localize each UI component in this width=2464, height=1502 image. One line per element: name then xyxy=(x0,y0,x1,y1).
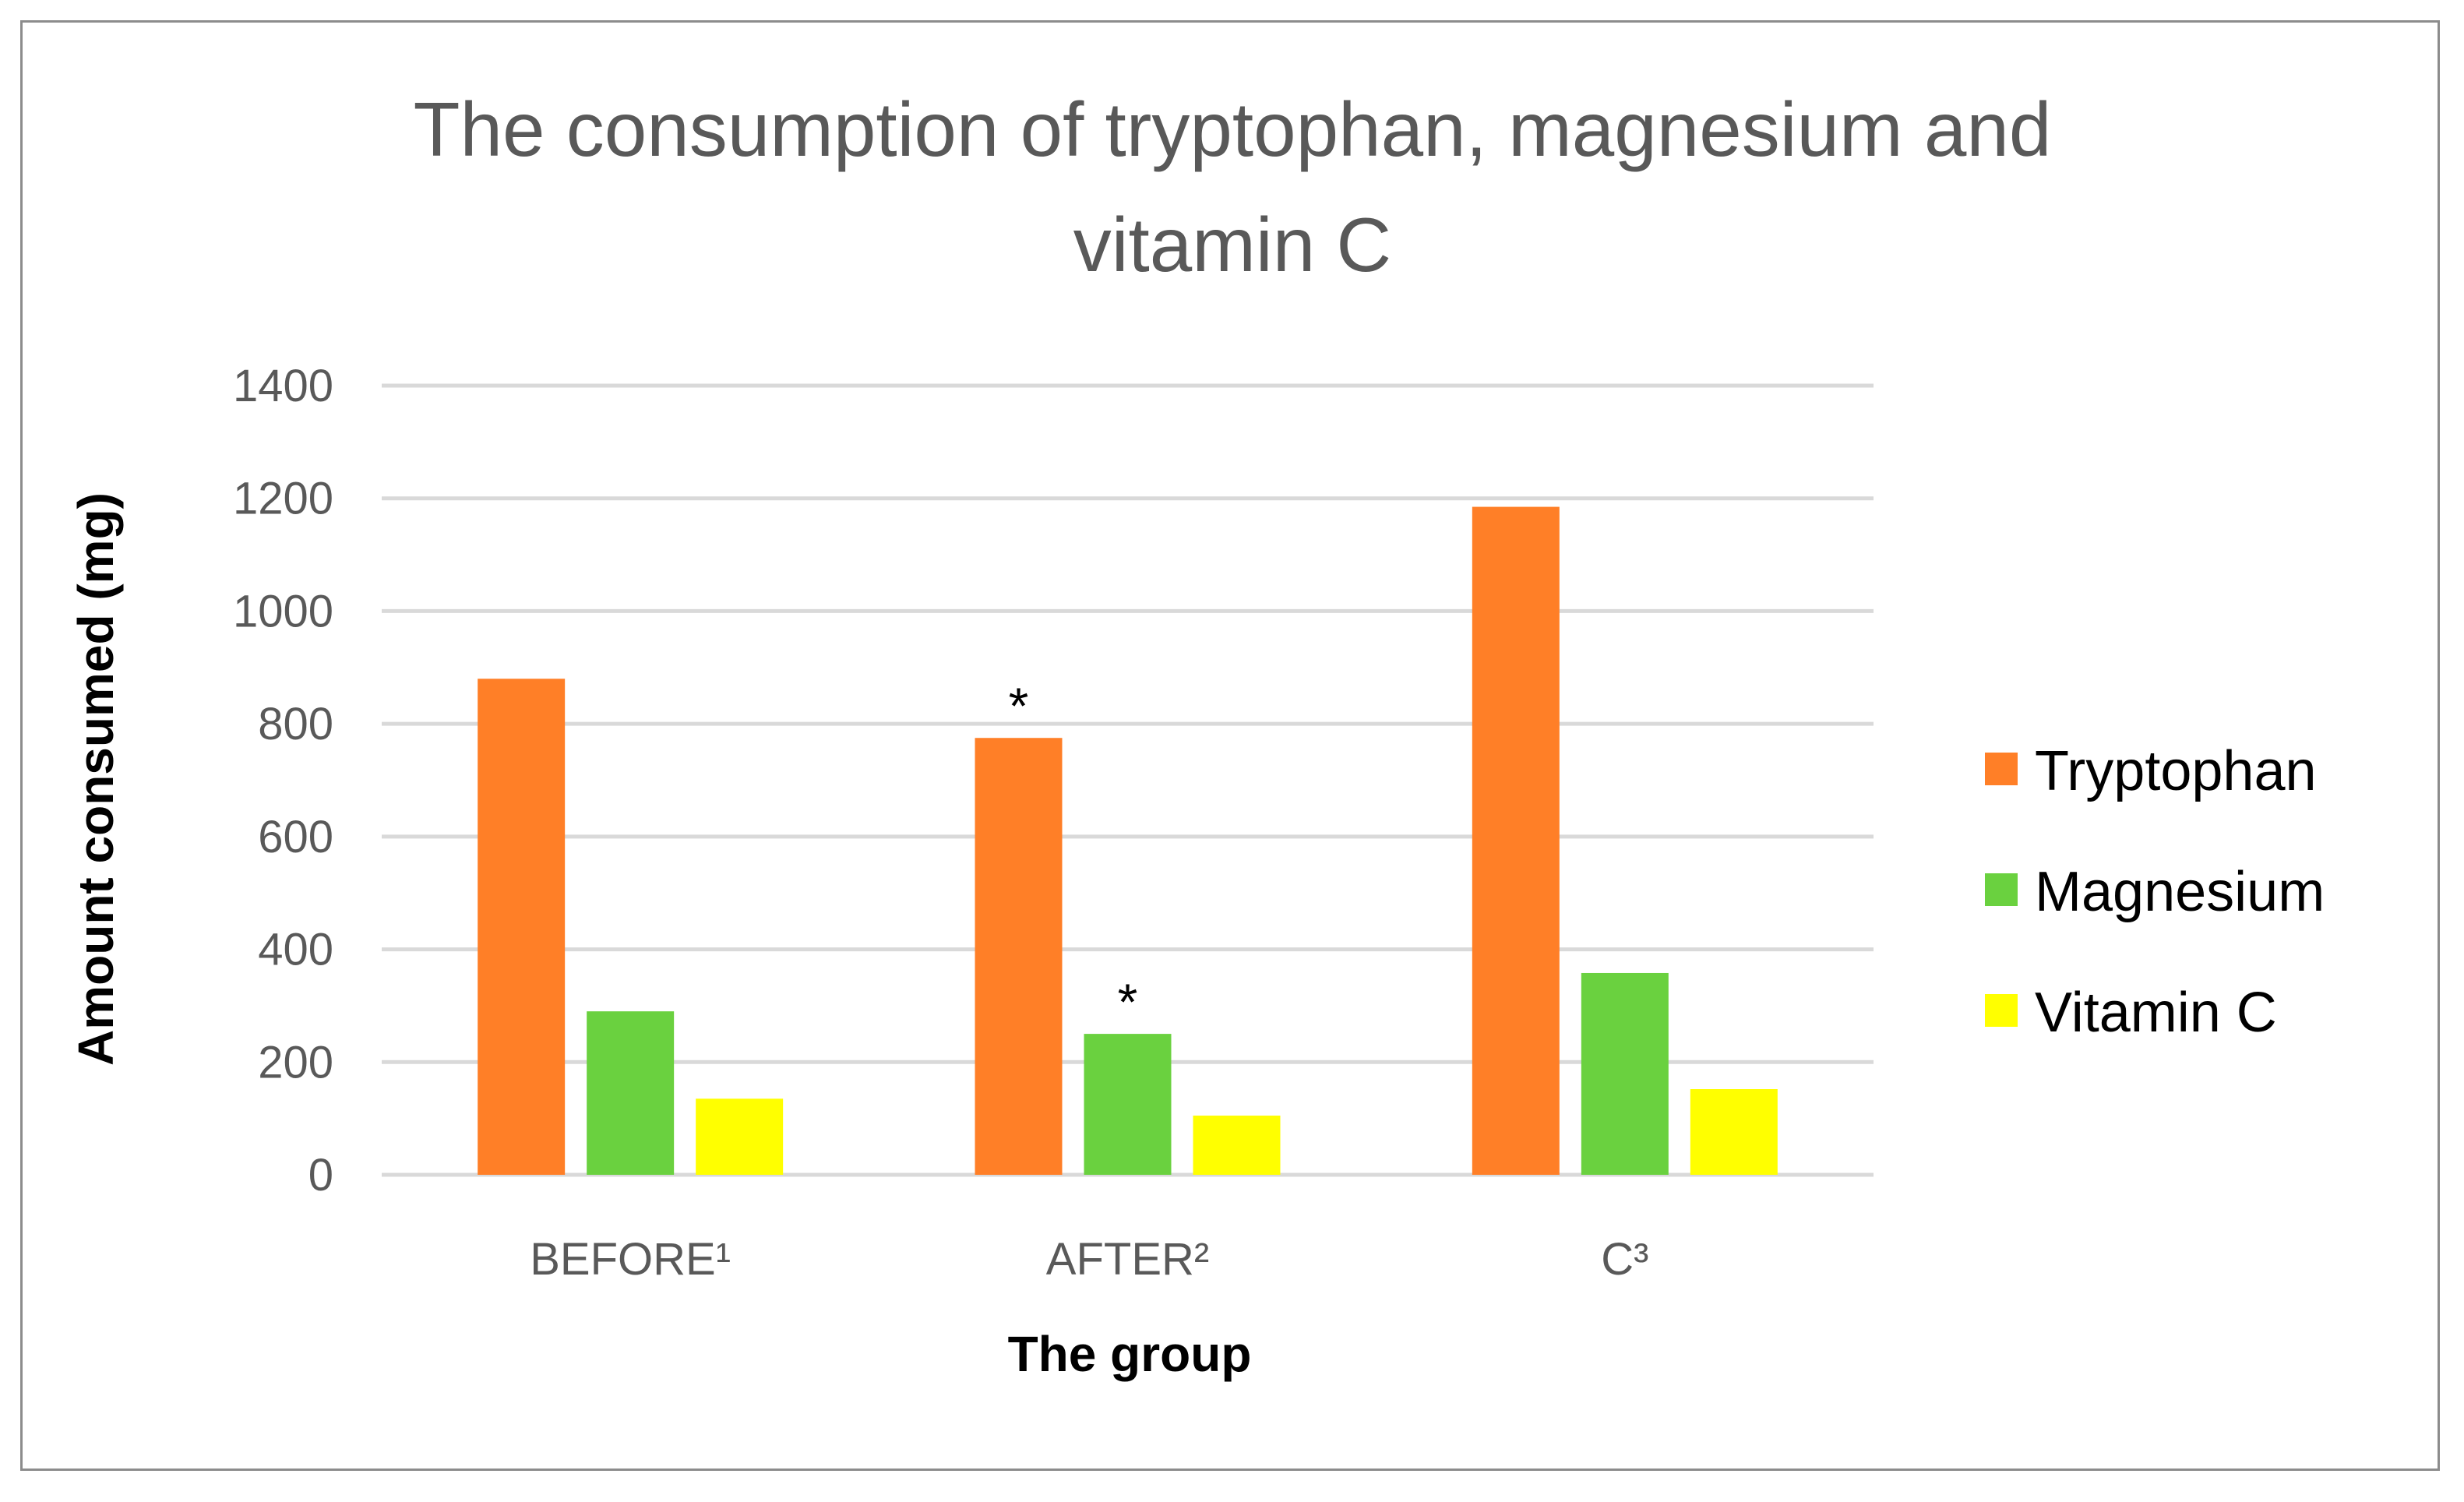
bar-magnesium xyxy=(1084,1034,1172,1175)
bar-magnesium xyxy=(1581,972,1669,1175)
y-axis-ticks: 0 200 400 600 800 1000 1200 1400 xyxy=(233,361,333,1201)
legend-label: Tryptophan xyxy=(2035,740,2317,802)
bar-tryptophan xyxy=(478,679,566,1175)
x-tick-label: AFTER² xyxy=(1046,1234,1209,1285)
y-tick-label: 1400 xyxy=(233,361,333,411)
y-tick-label: 400 xyxy=(258,925,333,975)
significance-marker: * xyxy=(1118,973,1138,1031)
bar-vitamin-c xyxy=(696,1098,784,1175)
legend-swatch-vitamin-c xyxy=(1985,994,2018,1027)
legend-swatch-magnesium xyxy=(1985,873,2018,906)
chart-title-line-1: The consumption of tryptophan, magnesium… xyxy=(414,86,2052,172)
legend-label: Vitamin C xyxy=(2035,982,2277,1044)
legend: Tryptophan Magnesium Vitamin C xyxy=(1985,740,2325,1044)
bar-tryptophan xyxy=(1472,506,1560,1175)
chart-frame xyxy=(20,20,2440,1471)
bar-magnesium xyxy=(587,1011,675,1175)
legend-swatch-tryptophan xyxy=(1985,753,2018,785)
x-axis-ticks: BEFORE¹ AFTER² C³ xyxy=(530,1234,1648,1285)
y-tick-label: 1200 xyxy=(233,474,333,524)
significance-marker: * xyxy=(1009,677,1029,735)
bar-vitamin-c xyxy=(1193,1116,1281,1175)
legend-label: Magnesium xyxy=(2035,861,2325,923)
y-tick-label: 800 xyxy=(258,699,333,749)
x-axis-title: The group xyxy=(1008,1326,1252,1382)
x-tick-label: BEFORE¹ xyxy=(530,1234,731,1285)
bar-vitamin-c xyxy=(1690,1089,1778,1175)
y-axis-title: Amount consumed (mg) xyxy=(68,492,124,1066)
y-tick-label: 200 xyxy=(258,1037,333,1088)
y-tick-label: 1000 xyxy=(233,586,333,636)
y-tick-label: 600 xyxy=(258,812,333,862)
bar-tryptophan xyxy=(975,738,1063,1175)
chart-title-line-2: vitamin C xyxy=(1073,202,1391,287)
y-tick-label: 0 xyxy=(308,1150,333,1201)
x-tick-label: C³ xyxy=(1601,1234,1648,1285)
annotations: ** xyxy=(1009,677,1138,1031)
bars xyxy=(478,506,1778,1175)
